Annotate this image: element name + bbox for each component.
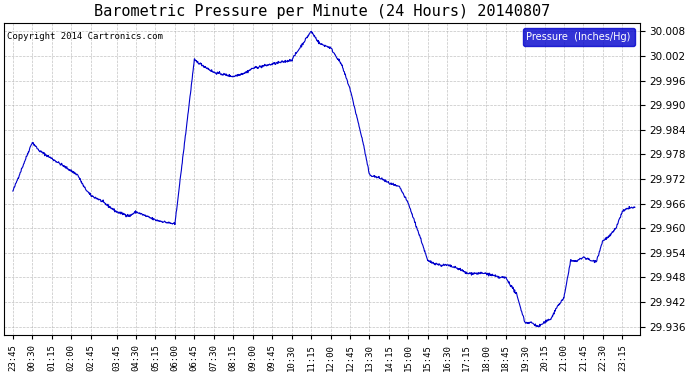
Title: Barometric Pressure per Minute (24 Hours) 20140807: Barometric Pressure per Minute (24 Hours… [94,4,550,19]
Text: Copyright 2014 Cartronics.com: Copyright 2014 Cartronics.com [8,33,164,42]
Legend: Pressure  (Inches/Hg): Pressure (Inches/Hg) [522,28,635,46]
